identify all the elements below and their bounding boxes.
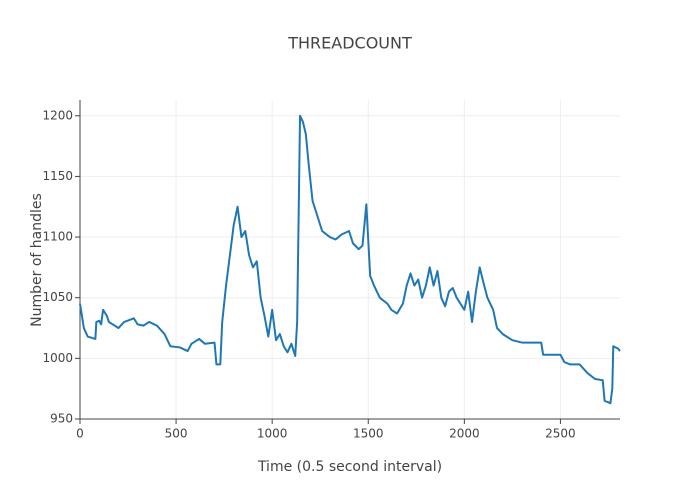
x-tick-label: 0 [76, 427, 84, 441]
x-tick-label: 500 [165, 427, 188, 441]
y-tick-label: 950 [50, 412, 73, 426]
y-axis-label: Number of handles [29, 193, 45, 327]
x-tick-label: 2500 [545, 427, 576, 441]
y-tick-label: 1100 [42, 230, 73, 244]
chart-title: THREADCOUNT [287, 34, 412, 53]
data-line [79, 114, 621, 405]
x-tick-label: 1000 [257, 427, 288, 441]
y-tick-label: 1000 [42, 351, 73, 365]
y-tick-label: 1200 [42, 108, 73, 122]
x-tick-label: 2000 [449, 427, 480, 441]
x-tick-label: 1500 [353, 427, 384, 441]
y-tick-label: 1050 [42, 290, 73, 304]
y-tick-label: 1150 [42, 169, 73, 183]
x-axis-label: Time (0.5 second interval) [257, 459, 442, 475]
